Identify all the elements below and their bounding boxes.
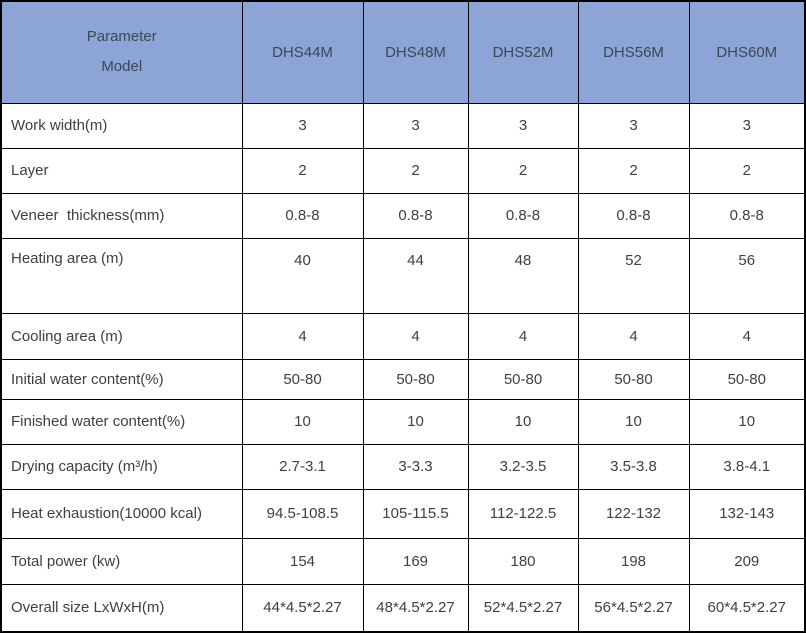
value-cell: 10: [688, 398, 806, 445]
value-cell: 4: [688, 312, 806, 360]
parameter-label: Layer: [0, 147, 243, 194]
table-row: Cooling area (m) 4 4 4 4 4: [0, 312, 806, 360]
parameter-label: Work width(m): [0, 102, 243, 149]
value-cell: 3.5-3.8: [577, 443, 690, 490]
table-row: Overall size LxWxH(m) 44*4.5*2.27 48*4.5*2…: [0, 583, 806, 633]
value-cell: 50-80: [467, 358, 579, 400]
value-cell: 56*4.5*2.27: [577, 583, 690, 633]
value-cell: 198: [577, 537, 690, 585]
value-cell: 2: [688, 147, 806, 194]
value-cell: 0.8-8: [241, 192, 364, 239]
value-cell: 10: [577, 398, 690, 445]
model-header: DHS60M: [688, 0, 806, 104]
table-body: Work width(m) 3 3 3 3 3 Layer 2 2 2 2 2 Veneer thick…: [0, 102, 806, 633]
corner-cell: Parameter Model: [0, 0, 243, 104]
value-cell: 52: [577, 237, 690, 314]
table-row: Drying capacity (m³/h) 2.7-3.1 3-3.3 3.2-3.…: [0, 443, 806, 490]
value-cell: 44*4.5*2.27: [241, 583, 364, 633]
value-cell: 4: [362, 312, 469, 360]
value-cell: 40: [241, 237, 364, 314]
parameter-label: Heating area (m): [0, 237, 243, 314]
table-row: Initial water content(%) 50-80 50-80 50-80 5…: [0, 358, 806, 400]
value-cell: 50-80: [688, 358, 806, 400]
value-cell: 2: [241, 147, 364, 194]
value-cell: 2.7-3.1: [241, 443, 364, 490]
value-cell: 10: [241, 398, 364, 445]
value-cell: 52*4.5*2.27: [467, 583, 579, 633]
parameter-label: Veneer thickness(mm): [0, 192, 243, 239]
value-cell: 3: [467, 102, 579, 149]
table-row: Finished water content(%) 10 10 10 10 10: [0, 398, 806, 445]
value-cell: 60*4.5*2.27: [688, 583, 806, 633]
model-header: DHS56M: [577, 0, 690, 104]
model-header: DHS52M: [467, 0, 579, 104]
value-cell: 48: [467, 237, 579, 314]
value-cell: 2: [577, 147, 690, 194]
corner-label-model: Model: [101, 58, 143, 76]
value-cell: 3-3.3: [362, 443, 469, 490]
value-cell: 112-122.5: [467, 488, 579, 539]
value-cell: 154: [241, 537, 364, 585]
value-cell: 4: [577, 312, 690, 360]
header-row: Parameter Model DHS44M DHS48M DHS52M DHS56M…: [0, 0, 806, 104]
model-header: DHS48M: [362, 0, 469, 104]
value-cell: 10: [467, 398, 579, 445]
value-cell: 122-132: [577, 488, 690, 539]
value-cell: 10: [362, 398, 469, 445]
value-cell: 50-80: [362, 358, 469, 400]
value-cell: 3.2-3.5: [467, 443, 579, 490]
parameter-label: Overall size LxWxH(m): [0, 583, 243, 633]
table-row: Work width(m) 3 3 3 3 3: [0, 102, 806, 149]
value-cell: 3: [241, 102, 364, 149]
parameter-label: Initial water content(%): [0, 358, 243, 400]
value-cell: 105-115.5: [362, 488, 469, 539]
table-row: Veneer thickness(mm) 0.8-8 0.8-8 0.8-8 0.8-8…: [0, 192, 806, 239]
table-row: Layer 2 2 2 2 2: [0, 147, 806, 194]
value-cell: 0.8-8: [362, 192, 469, 239]
value-cell: 48*4.5*2.27: [362, 583, 469, 633]
model-header: DHS44M: [241, 0, 364, 104]
value-cell: 180: [467, 537, 579, 585]
value-cell: 94.5-108.5: [241, 488, 364, 539]
value-cell: 3.8-4.1: [688, 443, 806, 490]
value-cell: 0.8-8: [577, 192, 690, 239]
value-cell: 0.8-8: [467, 192, 579, 239]
parameter-label: Total power (kw): [0, 537, 243, 585]
value-cell: 4: [241, 312, 364, 360]
value-cell: 3: [688, 102, 806, 149]
table-row: Total power (kw) 154 169 180 198 209: [0, 537, 806, 585]
value-cell: 132-143: [688, 488, 806, 539]
value-cell: 169: [362, 537, 469, 585]
value-cell: 50-80: [577, 358, 690, 400]
parameter-label: Drying capacity (m³/h): [0, 443, 243, 490]
value-cell: 4: [467, 312, 579, 360]
value-cell: 2: [467, 147, 579, 194]
table-row: Heat exhaustion(10000 kcal) 94.5-108.5 105…: [0, 488, 806, 539]
value-cell: 56: [688, 237, 806, 314]
value-cell: 3: [577, 102, 690, 149]
value-cell: 3: [362, 102, 469, 149]
corner-label-parameter: Parameter: [86, 28, 157, 46]
parameter-label: Finished water content(%): [0, 398, 243, 445]
parameter-label: Cooling area (m): [0, 312, 243, 360]
table-row: Heating area (m) 40 44 48 52 56: [0, 237, 806, 314]
value-cell: 50-80: [241, 358, 364, 400]
parameter-label: Heat exhaustion(10000 kcal): [0, 488, 243, 539]
value-cell: 209: [688, 537, 806, 585]
value-cell: 2: [362, 147, 469, 194]
value-cell: 0.8-8: [688, 192, 806, 239]
value-cell: 44: [362, 237, 469, 314]
